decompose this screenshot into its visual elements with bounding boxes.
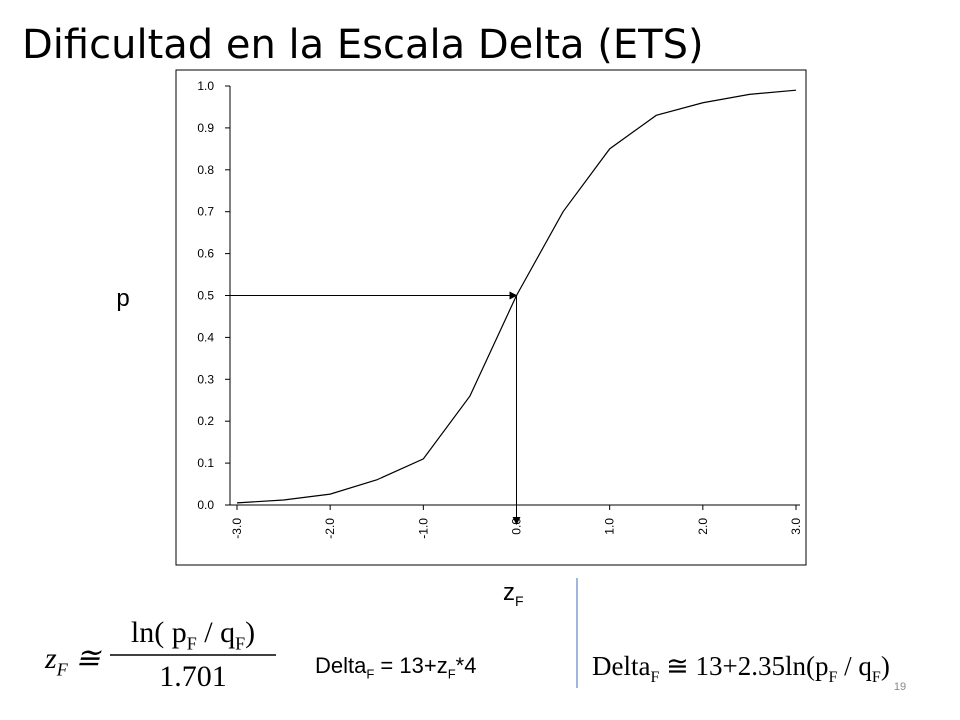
y-tick-label: 0.4 — [197, 330, 214, 344]
formula-z-lhs-part: ≅ — [68, 642, 103, 675]
formula-z-lhs: zF ≅ — [44, 642, 102, 680]
formula-delta-part: F — [872, 669, 881, 686]
formula-delta-part: / — [837, 651, 858, 681]
formula-delta-part: ≅ 13+2.35ln( — [659, 651, 815, 681]
y-tick-label: 0.2 — [197, 414, 214, 428]
slide-number: 19 — [894, 681, 906, 693]
formula-z-numerator-part: q — [220, 616, 235, 649]
x-axis-label-part: z — [503, 579, 515, 606]
formula-delta-plain-part: *4 — [456, 653, 477, 678]
formula-delta-plain-part: F — [448, 667, 456, 682]
y-tick-label: 0.1 — [197, 456, 214, 470]
formula-z-numerator-part: ) — [245, 616, 255, 649]
formula-delta-part: Delta — [592, 651, 650, 681]
formula-z-lhs-part: z — [44, 642, 57, 675]
slide-title: Dificultad en la Escala Delta (ETS) — [22, 22, 704, 68]
x-tick-label: -2.0 — [323, 518, 337, 539]
y-tick-label: 0.9 — [197, 121, 214, 135]
formula-z-numerator-part: / — [197, 616, 220, 649]
y-tick-label: 1.0 — [197, 79, 214, 93]
y-tick-label: 0.5 — [197, 289, 214, 303]
formula-delta-plain-part: Delta — [315, 653, 367, 678]
x-tick-label: -1.0 — [416, 518, 430, 539]
formula-z-denominator-part: 1.701 — [159, 660, 227, 693]
formula-z-numerator: ln( pF / qF) — [131, 616, 255, 654]
formula-delta-plain-part: = 13+z — [374, 653, 447, 678]
x-axis-label-part: F — [515, 593, 524, 609]
y-tick-label: 0.6 — [197, 247, 214, 261]
x-tick-label: 3.0 — [789, 518, 803, 535]
x-tick-label: 1.0 — [603, 518, 617, 535]
y-tick-label: 0.3 — [197, 372, 214, 386]
x-axis-label: zF — [503, 579, 524, 609]
formula-z-numerator-part: F — [187, 634, 197, 654]
formula-delta-plain-part: F — [366, 667, 374, 682]
formula-z-numerator-part: ln( — [131, 616, 172, 649]
formula-z-numerator-part: p — [172, 616, 187, 649]
x-tick-label: -3.0 — [230, 518, 244, 539]
formula-delta-part: ) — [881, 651, 890, 681]
x-tick-label: 2.0 — [696, 518, 710, 535]
formula-z-denominator: 1.701 — [159, 660, 227, 693]
formula-delta: DeltaF ≅ 13+2.35ln(pF / qF) — [592, 651, 890, 686]
y-tick-label: 0.8 — [197, 163, 214, 177]
formula-delta-part: F — [828, 669, 837, 686]
formula-delta-part: q — [858, 651, 872, 681]
y-tick-label: 0.7 — [197, 205, 214, 219]
y-tick-label: 0.0 — [197, 498, 214, 512]
formula-delta-plain: DeltaF = 13+zF*4 — [315, 653, 476, 682]
formula-delta-part: p — [815, 651, 829, 681]
formula-z-lhs-part: F — [56, 660, 69, 680]
formula-delta-part: F — [650, 669, 659, 686]
y-axis-label: p — [116, 285, 129, 312]
formula-z-numerator-part: F — [235, 634, 245, 654]
plot-frame — [175, 69, 807, 566]
